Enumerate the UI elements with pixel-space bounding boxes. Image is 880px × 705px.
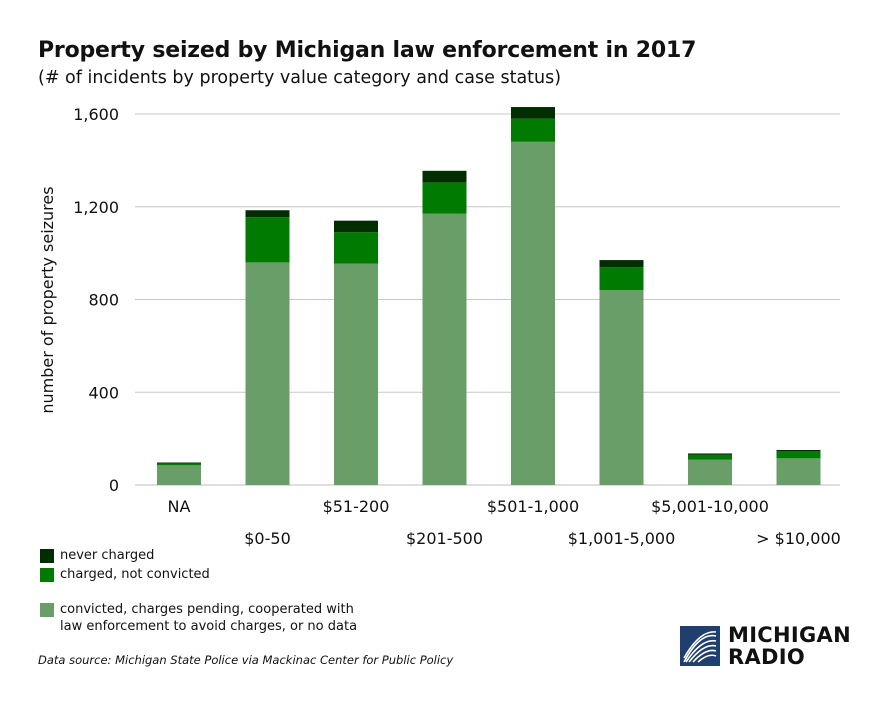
legend-item-convicted: convicted, charges pending, cooperated w… — [40, 601, 360, 635]
legend-label-charged-not-convicted: charged, not convicted — [60, 567, 210, 582]
x-tick-label: $501-1,000 — [487, 497, 579, 516]
michigan-radio-logo: MICHIGAN RADIO — [680, 623, 851, 670]
y-tick-label: 800 — [88, 291, 119, 310]
bar-segment — [334, 220, 378, 233]
y-tick-label: 400 — [88, 383, 119, 402]
bar-chart: 0 400 800 1,200 1,600 number of property seiz… — [38, 105, 841, 548]
bar-segment — [422, 170, 467, 183]
x-tick-label: $0-50 — [244, 529, 291, 548]
bar-segment — [422, 213, 467, 486]
y-axis-label: number of property seizures — [38, 186, 57, 413]
bar-segment — [245, 210, 290, 218]
legend-swatch-convicted — [40, 603, 54, 617]
bar-segment — [245, 262, 290, 485]
logo-word-michigan: MICHIGAN — [728, 623, 851, 647]
bar-segment — [511, 141, 555, 485]
x-tick-label: > $10,000 — [756, 529, 841, 548]
y-tick-label: 0 — [109, 476, 119, 495]
bar-segment — [688, 453, 732, 455]
bar-segment — [334, 263, 378, 485]
y-tick-label: 1,200 — [73, 198, 119, 217]
bar-segment — [422, 182, 467, 214]
legend-label-never-charged: never charged — [60, 548, 155, 563]
bar-segment — [334, 232, 378, 264]
logo-word-radio: RADIO — [728, 645, 806, 669]
bar-segment — [776, 451, 821, 459]
x-tick-label: $51-200 — [323, 497, 390, 516]
bar-segment — [776, 449, 821, 452]
legend-item-charged-not-convicted: charged, not convicted — [40, 566, 210, 583]
chart-subtitle: (# of incidents by property value catego… — [38, 68, 562, 88]
bar-segment — [599, 267, 644, 291]
y-tick-label: 1,600 — [73, 105, 119, 124]
bar-segment — [599, 260, 644, 268]
michigan-radio-logo-icon — [680, 626, 720, 666]
bar-segment — [776, 458, 821, 485]
bar-segment — [511, 118, 555, 142]
bar-segment — [157, 465, 201, 485]
legend-label-convicted: convicted, charges pending, cooperated w… — [60, 602, 358, 634]
data-source-note: Data source: Michigan State Police via M… — [38, 653, 454, 667]
bar-segment — [688, 459, 732, 485]
legend-swatch-charged-not-convicted — [40, 568, 54, 582]
legend-swatch-never-charged — [40, 549, 54, 563]
x-tick-label: $201-500 — [406, 529, 483, 548]
bar-segment — [599, 290, 644, 485]
bar-segment — [245, 217, 290, 263]
bar-segment — [511, 107, 555, 119]
bar-segment — [157, 463, 201, 466]
bar-segment — [157, 462, 201, 464]
x-tick-label: $1,001-5,000 — [568, 529, 676, 548]
legend-item-never-charged: never charged — [40, 547, 154, 564]
x-tick-label: $5,001-10,000 — [651, 497, 769, 516]
x-tick-label: NA — [168, 497, 191, 516]
bar-segment — [688, 454, 732, 460]
chart-title: Property seized by Michigan law enforcem… — [38, 38, 697, 63]
